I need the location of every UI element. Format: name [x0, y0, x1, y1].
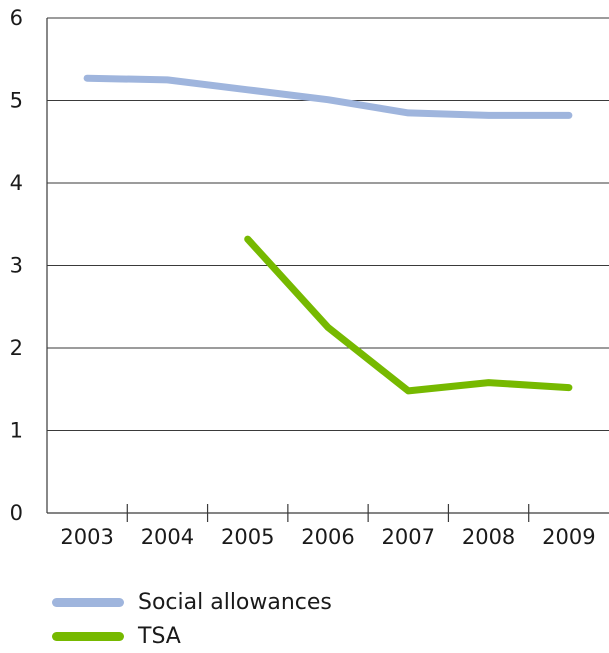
series-line-tsa	[244, 235, 573, 395]
legend: Social allowances TSA	[52, 585, 332, 653]
x-tick-label-2005: 2005	[221, 525, 274, 549]
legend-swatch-tsa	[52, 631, 124, 641]
y-tick-label-2: 2	[10, 336, 23, 360]
x-tick-label-2008: 2008	[462, 525, 515, 549]
line-chart: 0 1 2 3 4 5 6 2003 2004 2005 2006 2007 2008 2009	[10, 6, 609, 549]
y-tick-label-0: 0	[10, 501, 23, 525]
y-tick-label-3: 3	[10, 254, 23, 278]
axes	[46, 18, 609, 522]
series-line-social-allowances	[83, 74, 573, 119]
legend-swatch-social-allowances	[52, 597, 124, 607]
legend-label-tsa: TSA	[138, 623, 181, 649]
legend-item-tsa: TSA	[52, 619, 332, 653]
series-lines	[83, 74, 573, 395]
x-tick-label-2009: 2009	[542, 525, 595, 549]
y-tick-label-5: 5	[10, 89, 23, 113]
x-tick-label-2003: 2003	[60, 525, 113, 549]
x-tick-label-2004: 2004	[141, 525, 194, 549]
y-tick-label-4: 4	[10, 171, 23, 195]
y-tick-label-6: 6	[10, 6, 23, 30]
y-tick-label-1: 1	[10, 419, 23, 443]
x-tick-label-2007: 2007	[382, 525, 435, 549]
y-axis-tick-labels: 0 1 2 3 4 5 6	[10, 6, 23, 525]
legend-item-social-allowances: Social allowances	[52, 585, 332, 619]
x-tick-label-2006: 2006	[301, 525, 354, 549]
x-axis-tick-labels: 2003 2004 2005 2006 2007 2008 2009	[60, 525, 595, 549]
legend-label-social-allowances: Social allowances	[138, 589, 332, 615]
